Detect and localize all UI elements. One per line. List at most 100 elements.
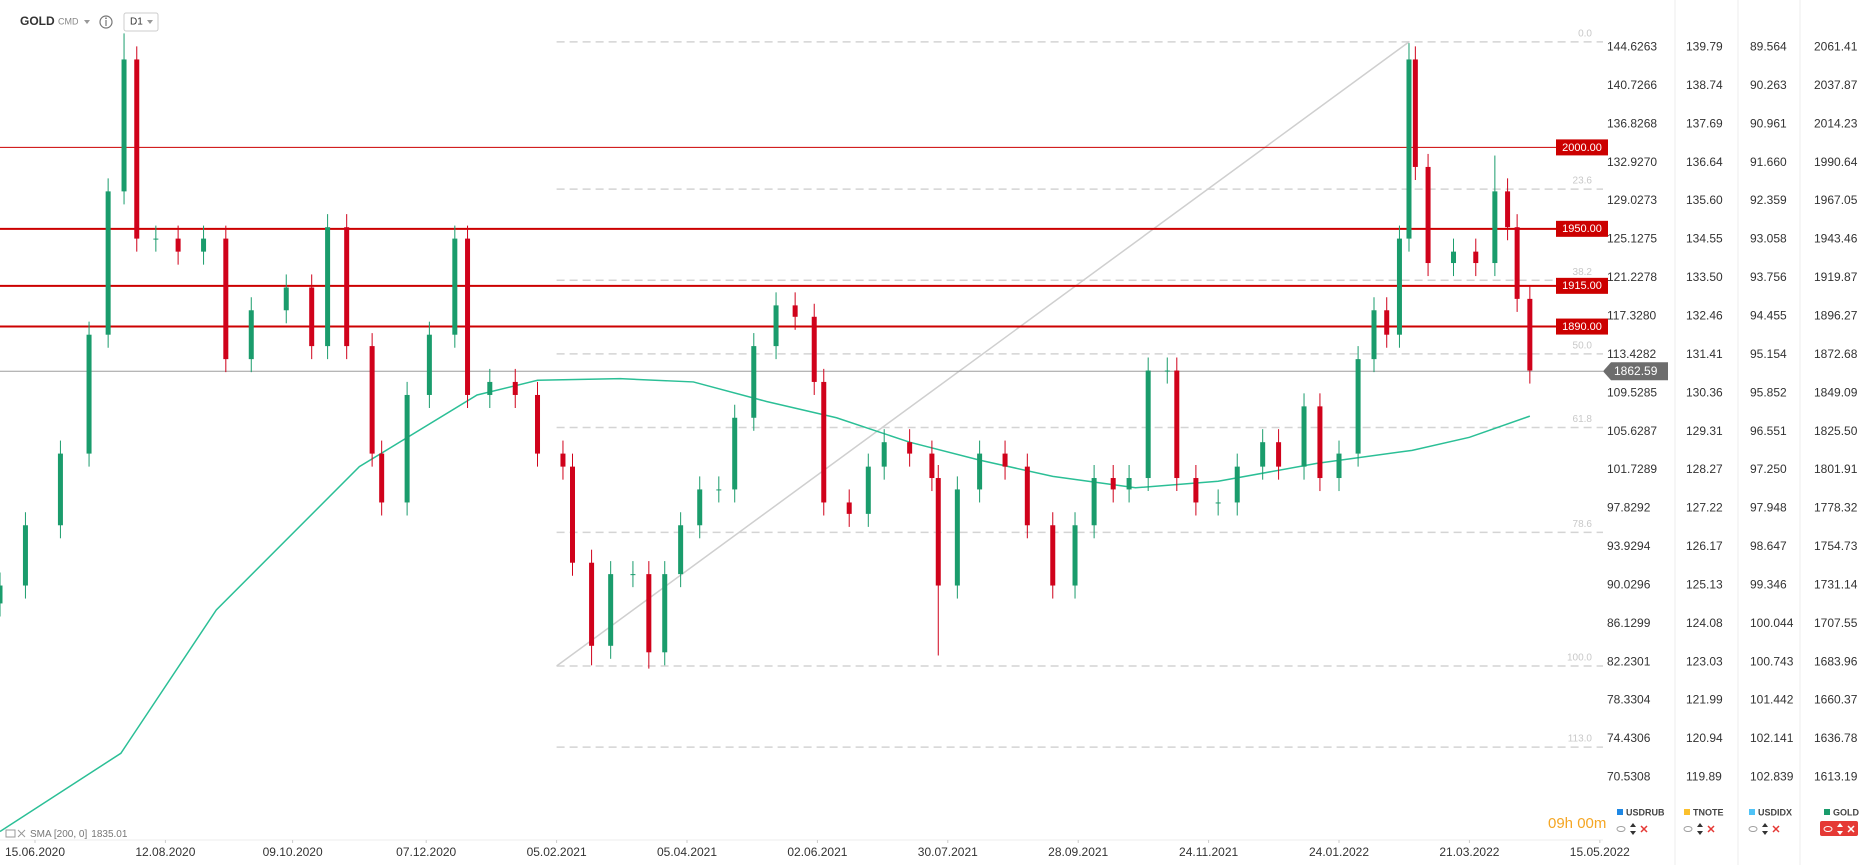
market-dropdown-arrow[interactable] (84, 20, 90, 24)
last-price-tag (1603, 362, 1668, 381)
timeframe-select[interactable] (123, 12, 159, 32)
compare-axis-label: 129.31 (1686, 424, 1723, 438)
visibility-icon (1823, 826, 1833, 832)
info-icon[interactable] (99, 15, 113, 29)
remove-icon (1640, 825, 1648, 833)
level-label: 1950.00 (1562, 223, 1602, 235)
candle-body (1050, 525, 1056, 586)
candle-body (881, 442, 887, 467)
compare-axis-label: 135.60 (1686, 193, 1723, 207)
compare-axis-label: 96.551 (1750, 424, 1787, 438)
y-tick-label: 1849.09 (1814, 385, 1858, 399)
compare-legend-item[interactable]: GOLD (1820, 807, 1859, 836)
fib-level-label: 100.0 (1567, 653, 1592, 664)
sma-line (0, 377, 1531, 833)
compare-axis-label: 74.4306 (1607, 731, 1651, 745)
compare-axis-label: 134.55 (1686, 232, 1723, 246)
compare-axis-label: 90.0296 (1607, 577, 1651, 591)
instrument-header: GOLD CMD D1 (20, 12, 159, 32)
indicator-legend: SMA [200, 0] 1835.01 (5, 829, 128, 840)
candle-body (589, 562, 595, 646)
compare-axis-label: 94.455 (1750, 309, 1787, 323)
x-tick-label: 21.03.2022 (1439, 845, 1499, 859)
candle-body (570, 466, 575, 563)
level-label-box (1556, 277, 1608, 294)
candle-body (821, 381, 827, 503)
compare-axis-label: 91.660 (1750, 155, 1787, 169)
compare-axis-label: 99.346 (1750, 577, 1787, 591)
candle-body (662, 574, 668, 653)
x-tick-label: 24.01.2022 (1309, 845, 1369, 859)
candle-body (678, 525, 684, 575)
compare-axis-label: 90.263 (1750, 78, 1787, 92)
legend-name: GOLD (1833, 807, 1859, 817)
move-down-icon (1697, 831, 1703, 835)
candle-body (865, 466, 871, 514)
candle-body (846, 502, 852, 514)
compare-legend-item[interactable]: USDRUB (1616, 807, 1665, 835)
x-tick-label: 24.11.2021 (1179, 845, 1238, 859)
candle-body (811, 316, 817, 382)
y-tick-label: 1872.68 (1814, 347, 1858, 361)
y-tick-label: 1731.14 (1814, 577, 1858, 591)
compare-axis-label: 144.6263 (1607, 40, 1657, 54)
candle-body (465, 238, 471, 395)
candle-body (379, 453, 385, 503)
compare-axis-label: 140.7266 (1607, 78, 1657, 92)
candle-body (1091, 478, 1097, 526)
candle-body (954, 489, 960, 586)
candle-body (248, 310, 254, 360)
move-down-icon (1630, 831, 1636, 835)
candle-body (309, 287, 315, 347)
compare-axis-label: 125.13 (1686, 577, 1723, 591)
indicator-settings-icon[interactable] (5, 829, 16, 838)
visibility-icon (1616, 826, 1626, 832)
y-tick-label: 1990.64 (1814, 155, 1858, 169)
compare-axis-label: 123.03 (1686, 654, 1723, 668)
compare-legend-item[interactable]: TNOTE (1683, 807, 1724, 835)
timeframe-arrow (147, 20, 153, 24)
compare-axis-label: 102.141 (1750, 731, 1794, 745)
y-tick-label: 2037.87 (1814, 78, 1858, 92)
legend-name: USDIDX (1758, 807, 1792, 817)
x-tick-label: 09.10.2020 (263, 845, 323, 859)
candle-body (1174, 370, 1180, 479)
compare-axis-label: 131.41 (1686, 347, 1723, 361)
plot-area: 0.0 23.6 38.2 50.0 61.8 78.6 100.0 113.0 2000.00… (0, 28, 1608, 833)
legend-swatch (1617, 809, 1623, 815)
candle-body (426, 334, 432, 395)
candle-body (1425, 166, 1431, 264)
level-label: 1915.00 (1562, 280, 1602, 292)
candle-body (1451, 251, 1457, 264)
compare-axis-label: 132.46 (1686, 309, 1723, 323)
compare-axis-label: 126.17 (1686, 539, 1723, 553)
compare-axis-label: 93.9294 (1607, 539, 1651, 553)
candle-body (325, 227, 331, 347)
compare-axis-label: 70.5308 (1607, 770, 1651, 784)
y-tick-label: 2014.23 (1814, 116, 1858, 130)
compare-axis-label: 127.22 (1686, 501, 1723, 515)
y-tick-label: 1943.46 (1814, 232, 1858, 246)
candle-body (121, 59, 127, 192)
indicator-label: SMA [200, 0] 1835.01 (30, 829, 128, 840)
candle-body (1336, 453, 1342, 479)
y-tick-label: 1896.27 (1814, 309, 1858, 323)
candle-body (716, 489, 722, 491)
fib-level-label: 0.0 (1578, 28, 1592, 39)
candle-body (452, 238, 458, 335)
last-price-label: 1862.59 (1614, 364, 1658, 378)
candle-body (935, 478, 941, 586)
compare-axis-label: 97.948 (1750, 501, 1787, 515)
y-tick-label: 1613.19 (1814, 770, 1858, 784)
compare-axis-label: 100.044 (1750, 616, 1794, 630)
fib-level-label: 78.6 (1573, 519, 1593, 530)
compare-axis-label: 98.647 (1750, 539, 1787, 553)
compare-axis-label: 132.9270 (1607, 155, 1657, 169)
compare-axis-label: 90.961 (1750, 116, 1787, 130)
symbol: GOLD (20, 14, 55, 28)
compare-legend-item[interactable]: USDIDX (1748, 807, 1792, 835)
visibility-icon (1683, 826, 1693, 832)
y-tick-label: 1825.50 (1814, 424, 1858, 438)
